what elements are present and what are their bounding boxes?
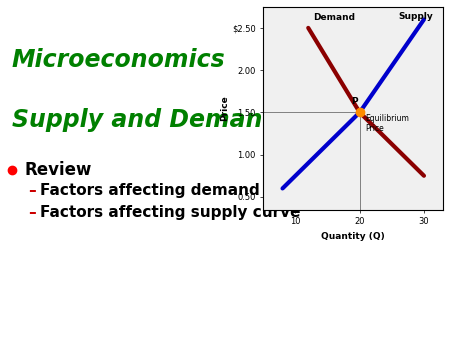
Text: Demand: Demand <box>313 13 355 22</box>
X-axis label: Quantity (Q): Quantity (Q) <box>321 232 385 241</box>
Text: Factors affecting demand curve: Factors affecting demand curve <box>40 183 313 197</box>
Text: –: – <box>28 183 36 197</box>
Text: Factors affecting supply curve: Factors affecting supply curve <box>40 204 301 219</box>
Text: Equilibrium
Price: Equilibrium Price <box>365 114 409 134</box>
Text: P: P <box>351 97 358 106</box>
Text: Microeconomics: Microeconomics <box>12 48 226 72</box>
Y-axis label: Price: Price <box>220 95 229 121</box>
Text: Supply: Supply <box>399 12 434 21</box>
Text: Supply and Demand: Supply and Demand <box>12 108 279 132</box>
Text: –: – <box>28 204 36 219</box>
Text: Review: Review <box>24 161 91 179</box>
